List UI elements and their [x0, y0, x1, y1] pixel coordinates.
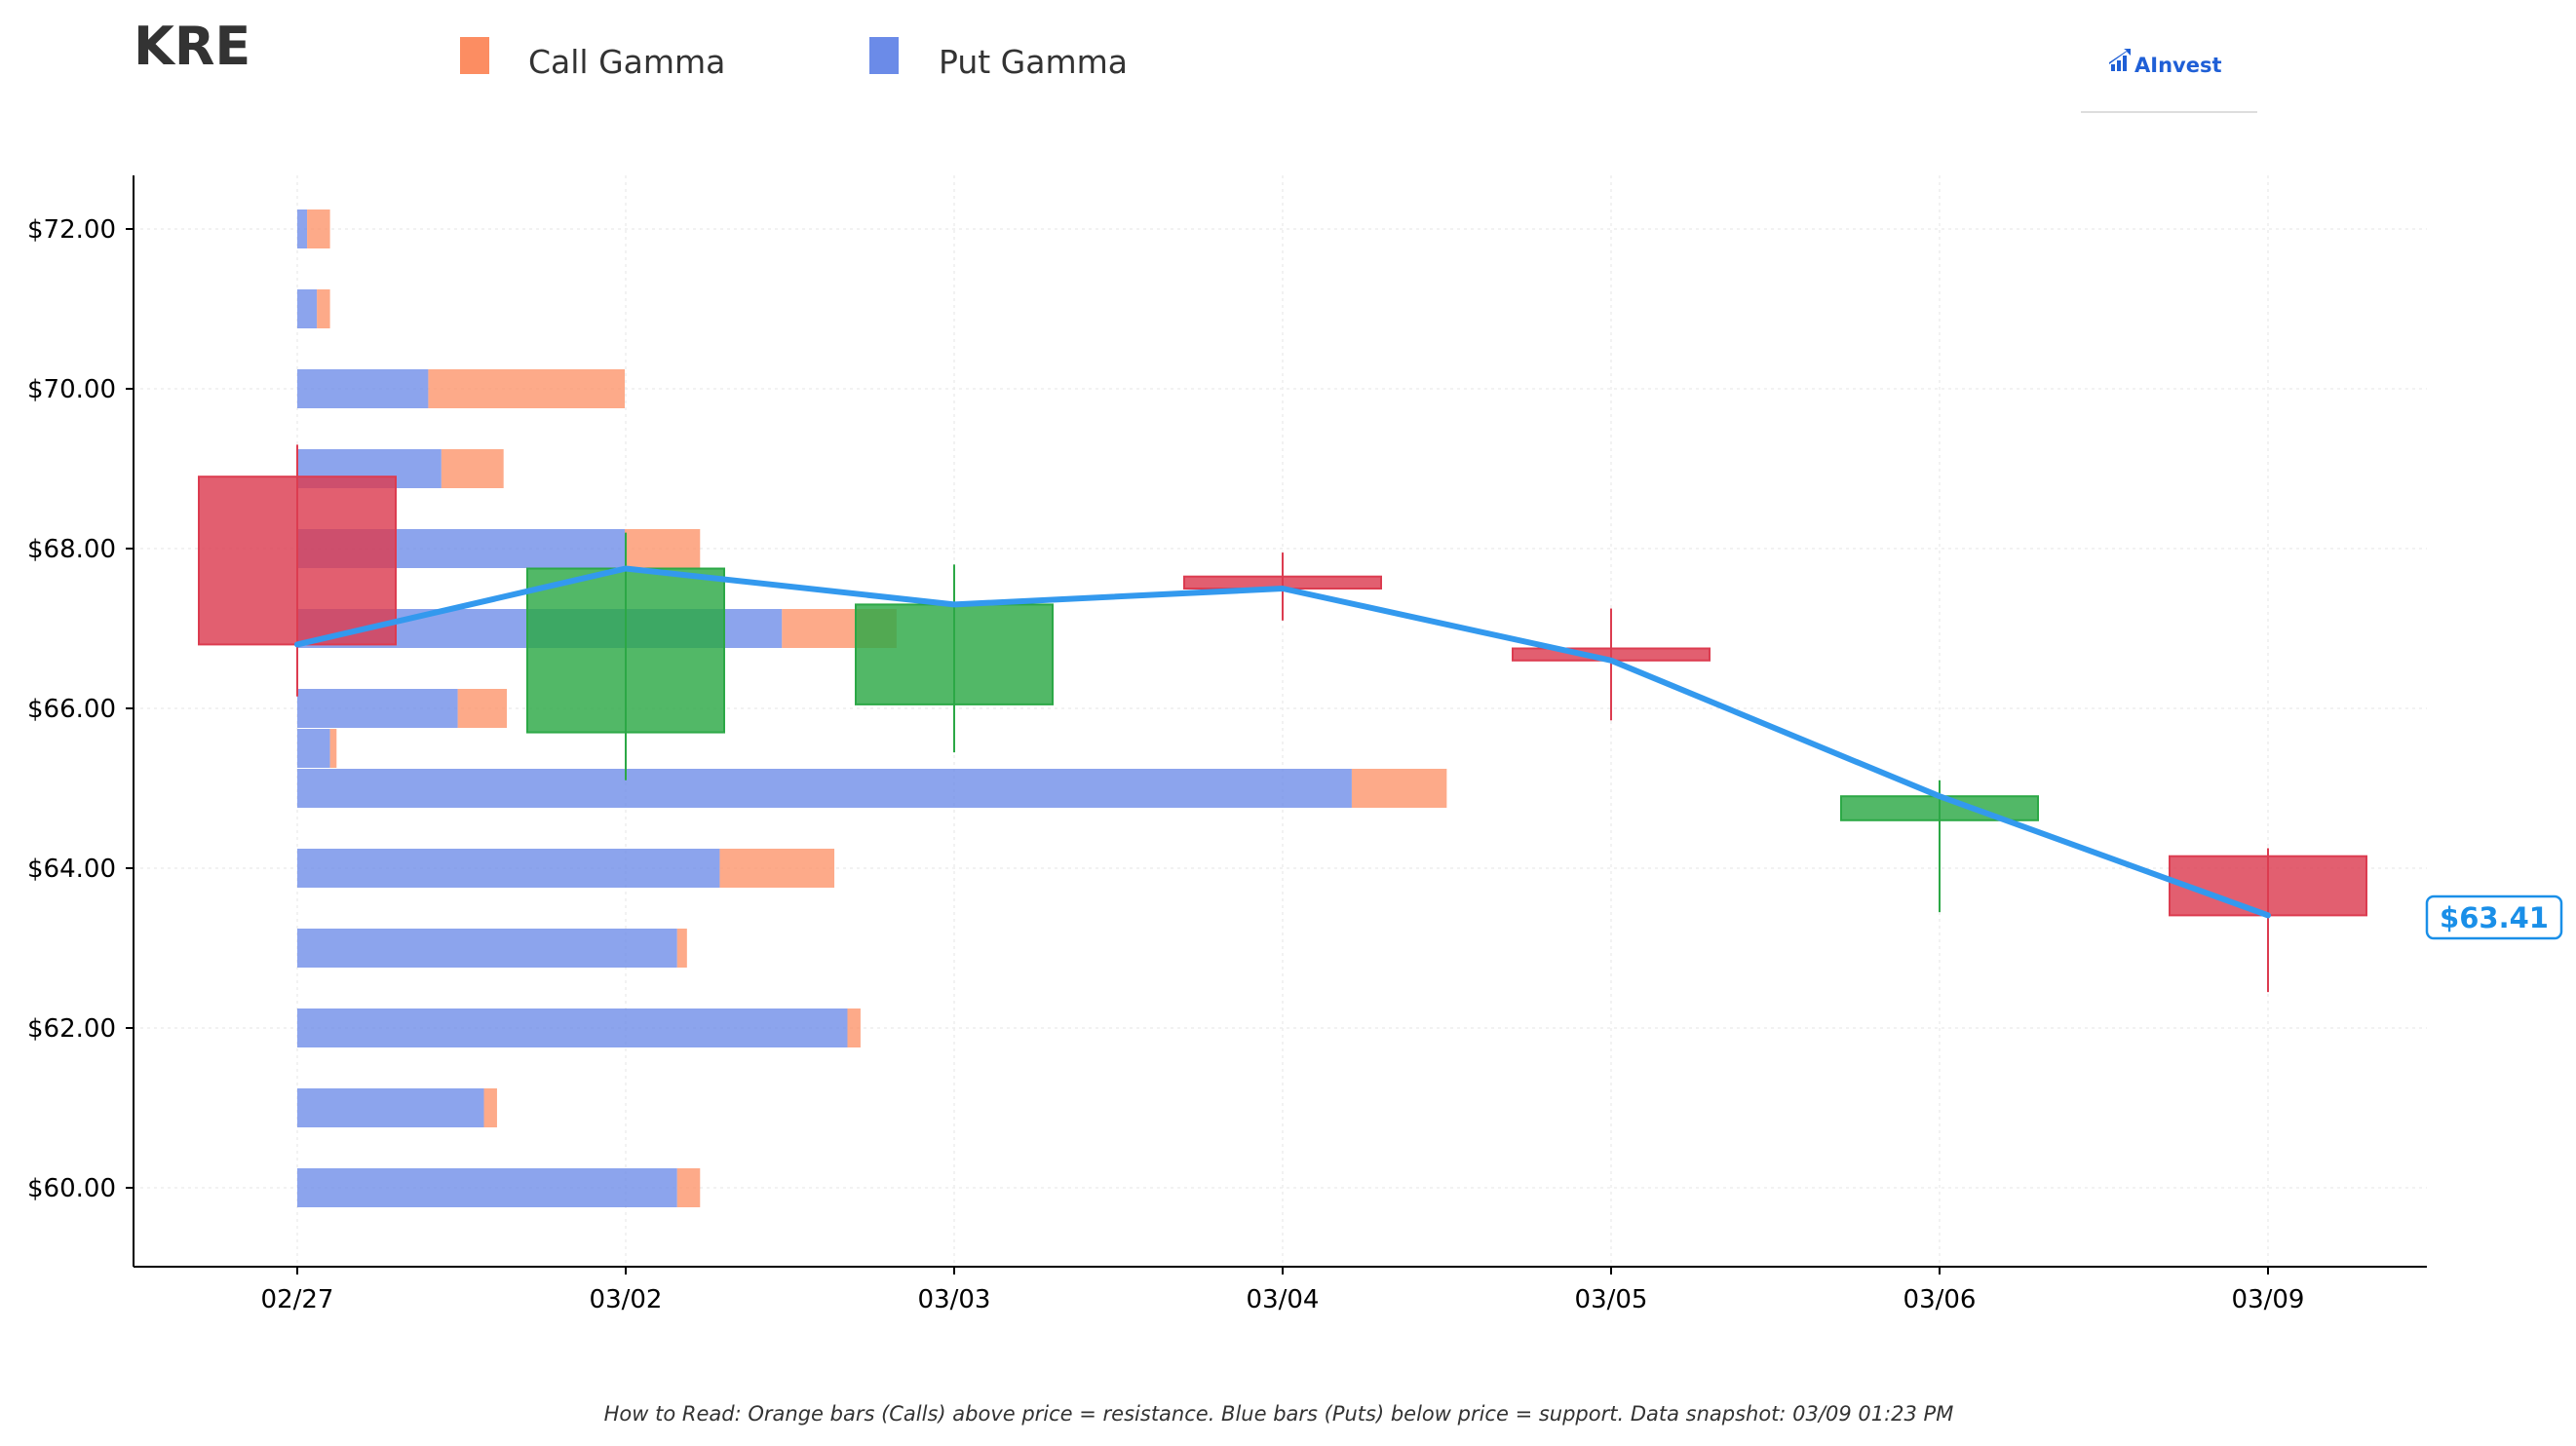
call-gamma-bar	[1351, 769, 1447, 808]
call-gamma-bar	[428, 369, 625, 408]
x-tick-label: 03/06	[1903, 1285, 1977, 1314]
legend-put-label: Put Gamma	[939, 43, 1128, 81]
x-tick-label: 02/27	[261, 1285, 334, 1314]
put-gamma-bar	[297, 209, 308, 248]
candle-body	[2169, 855, 2367, 917]
current-price-box	[2425, 894, 2563, 940]
y-tick-label: $60.00	[27, 1174, 116, 1203]
current-price-badge: $63.41	[2425, 894, 2563, 940]
price-line	[294, 565, 2271, 919]
price-line-layer	[294, 565, 2271, 919]
logo-text: AInvest	[2134, 54, 2222, 77]
x-tick-label: 03/09	[2232, 1285, 2305, 1314]
candlesticks	[198, 444, 2367, 993]
call-gamma-bar	[307, 209, 330, 248]
y-tick-label: $64.00	[27, 855, 116, 884]
put-gamma-bar	[297, 1168, 677, 1207]
legend-put-swatch	[869, 37, 899, 74]
logo-chart-icon	[2109, 49, 2131, 71]
call-gamma-bar	[441, 449, 504, 488]
call-gamma-bar	[719, 849, 835, 888]
legend: Call Gamma Put Gamma	[460, 37, 1128, 81]
y-tick-label: $68.00	[27, 535, 116, 564]
put-gamma-bar	[297, 1008, 848, 1047]
legend-call-swatch	[460, 37, 489, 74]
candle-body	[526, 567, 725, 734]
y-tick-label: $62.00	[27, 1014, 116, 1044]
call-gamma-bar	[625, 529, 701, 568]
put-gamma-bar	[297, 289, 318, 328]
call-gamma-bar	[317, 289, 330, 328]
footer-note: How to Read: Orange bars (Calls) above p…	[604, 1402, 1954, 1426]
x-tick-label: 03/04	[1247, 1285, 1320, 1314]
legend-call-label: Call Gamma	[528, 43, 725, 81]
axes: $60.00 $62.00 $64.00 $66.00 $68.00 $70.00 $72.…	[27, 175, 2427, 1314]
x-tick-label: 03/02	[590, 1285, 663, 1314]
call-gamma-bar	[847, 1008, 861, 1047]
call-gamma-bar	[483, 1088, 497, 1127]
y-tick-label: $72.00	[27, 215, 116, 245]
candle-body	[198, 476, 397, 646]
current-price-label: $63.41	[2440, 901, 2549, 934]
put-gamma-bar	[297, 1088, 484, 1127]
candle-body	[1840, 795, 2039, 821]
call-gamma-bar	[329, 729, 337, 768]
call-gamma-bar	[676, 1168, 701, 1207]
x-tick-label: 03/05	[1575, 1285, 1648, 1314]
put-gamma-bar	[297, 849, 720, 888]
y-tick-label: $70.00	[27, 375, 116, 404]
call-gamma-bar	[676, 929, 687, 968]
ticker-title: KRE	[134, 16, 250, 77]
candle-body	[855, 603, 1054, 705]
x-tick-label: 03/03	[918, 1285, 991, 1314]
ainvest-logo[interactable]: AInvest	[2081, 49, 2257, 113]
put-gamma-bar	[297, 689, 458, 728]
y-tick-label: $66.00	[27, 695, 116, 724]
put-gamma-bar	[297, 729, 330, 768]
call-gamma-bar	[457, 689, 508, 728]
put-gamma-bar	[297, 769, 1352, 808]
put-gamma-bar	[297, 929, 677, 968]
put-gamma-bar	[297, 369, 429, 408]
